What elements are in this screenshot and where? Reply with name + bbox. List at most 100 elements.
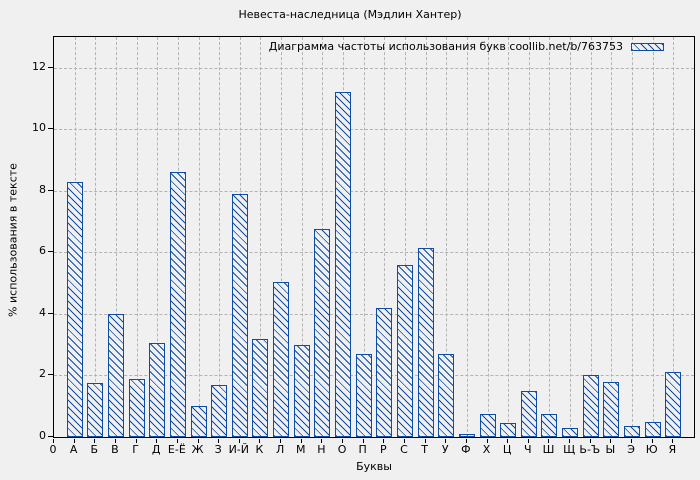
- plot-area: Диаграмма частоты использования букв coo…: [53, 36, 695, 438]
- gridline-vertical: [115, 37, 117, 437]
- gridline-vertical: [363, 37, 365, 437]
- gridline-vertical: [281, 37, 283, 437]
- x-tick: [672, 439, 674, 443]
- x-tick-label: Ц: [502, 443, 512, 456]
- bar: [273, 281, 290, 437]
- bar: [582, 375, 599, 437]
- x-tick-label: П: [358, 443, 367, 456]
- gridline-vertical: [528, 37, 530, 437]
- x-axis-title: Буквы: [356, 460, 392, 473]
- bar: [644, 421, 661, 437]
- x-tick-label: О: [337, 443, 347, 456]
- gridline-vertical: [95, 37, 97, 437]
- x-tick: [197, 439, 199, 443]
- bar: [335, 92, 352, 437]
- x-tick-label: Ю: [645, 443, 658, 456]
- gridline-horizontal: [54, 375, 694, 377]
- x-tick: [527, 439, 529, 443]
- x-origin-label: 0: [49, 443, 57, 456]
- x-tick-label: Ф: [461, 443, 471, 456]
- gridline-vertical: [508, 37, 510, 437]
- gridline-horizontal: [54, 129, 694, 131]
- x-tick-label: Х: [482, 443, 491, 456]
- gridline-vertical: [219, 37, 221, 437]
- x-tick: [135, 439, 137, 443]
- gridline-vertical: [549, 37, 551, 437]
- x-tick-label: Ь-Ъ: [579, 443, 601, 456]
- x-tick-label: З: [214, 443, 222, 456]
- gridline-horizontal: [54, 313, 694, 315]
- bar: [603, 381, 620, 437]
- x-tick: [631, 439, 633, 443]
- x-tick: [114, 439, 116, 443]
- x-tick: [280, 439, 282, 443]
- x-tick: [362, 439, 364, 443]
- bar: [562, 427, 579, 437]
- x-tick: [259, 439, 261, 443]
- bar: [149, 343, 166, 437]
- bar: [500, 423, 517, 437]
- x-tick: [507, 439, 509, 443]
- x-tick-label: Ж: [191, 443, 204, 456]
- x-origin-tick: [53, 439, 54, 443]
- gridline-vertical: [425, 37, 427, 437]
- bar: [665, 372, 682, 437]
- gridline-vertical: [301, 37, 303, 437]
- x-tick-label: Д: [151, 443, 161, 456]
- y-tick: [48, 251, 53, 253]
- x-tick-label: Ш: [542, 443, 555, 456]
- gridline-vertical: [466, 37, 468, 437]
- x-tick-label: Л: [275, 443, 285, 456]
- x-tick-label: Я: [668, 443, 677, 456]
- bar: [293, 344, 310, 437]
- y-tick-label: 2: [39, 367, 46, 381]
- x-tick-label: Г: [132, 443, 139, 456]
- x-tick-label: И-Й: [228, 443, 250, 456]
- x-tick: [156, 439, 158, 443]
- x-tick: [445, 439, 447, 443]
- gridline-vertical: [260, 37, 262, 437]
- x-tick: [238, 439, 240, 443]
- bar: [128, 378, 145, 437]
- x-tick-label: У: [441, 443, 449, 456]
- bar: [252, 338, 269, 437]
- y-tick-label: 8: [39, 182, 46, 196]
- y-tick: [48, 436, 53, 437]
- x-tick: [218, 439, 220, 443]
- gridline-horizontal: [54, 190, 694, 192]
- gridline-vertical: [673, 37, 675, 437]
- x-tick: [176, 439, 178, 443]
- x-tick-label: Р: [379, 443, 387, 456]
- bar: [396, 264, 413, 437]
- bar: [169, 172, 186, 437]
- y-tick: [48, 312, 53, 314]
- bar: [541, 413, 558, 437]
- bar: [417, 247, 434, 437]
- x-tick: [403, 439, 405, 443]
- x-tick: [300, 439, 302, 443]
- gridline-vertical: [384, 37, 386, 437]
- gridline-vertical: [446, 37, 448, 437]
- x-tick-label: Н: [317, 443, 326, 456]
- x-tick: [548, 439, 550, 443]
- gridline-vertical: [198, 37, 200, 437]
- legend-swatch-hatched-bar-icon: [631, 42, 664, 51]
- gridline-vertical: [404, 37, 406, 437]
- bar: [376, 307, 393, 437]
- y-tick-label: 6: [39, 244, 46, 258]
- gridline-vertical: [157, 37, 159, 437]
- bar: [107, 313, 124, 437]
- bar: [211, 384, 228, 437]
- bar: [438, 353, 455, 437]
- x-tick: [321, 439, 323, 443]
- y-tick: [48, 66, 53, 68]
- bar: [479, 413, 496, 437]
- x-tick: [589, 439, 591, 443]
- bar: [355, 353, 372, 437]
- x-tick: [610, 439, 612, 443]
- y-tick: [48, 128, 53, 130]
- x-tick: [342, 439, 344, 443]
- bar: [520, 390, 537, 437]
- bar: [624, 426, 641, 437]
